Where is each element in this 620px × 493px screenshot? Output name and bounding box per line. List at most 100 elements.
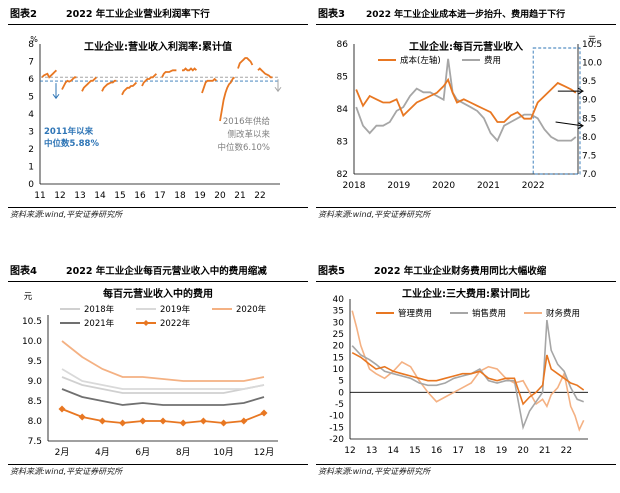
y-tick-label: 0 [28,180,34,190]
y-unit-right: 元 [588,35,596,44]
y-tick-label: 8.0 [28,417,43,427]
source-divider [316,464,616,465]
y-tick-label-right: 8.0 [582,133,597,143]
panel-chart4: 图表4 2022 年工业企业每百元营业收入中的费用缩减 每百元营业收入中的费用 元… [8,263,308,493]
data-marker-2022 [58,405,66,413]
x-tick-label: 15 [114,191,125,201]
y-tick-label: -5 [335,400,344,410]
series-line [61,376,265,394]
y-tick-label: 5 [338,377,344,387]
x-tick-label: 12月 [254,447,274,458]
series-line-profit-margin [41,69,58,79]
panel-chart3: 图表3 2022 年工业企业成本进一步抬升、费用趋于下行 工业企业:每百元营业收… [316,6,616,236]
y-unit: % [30,35,38,44]
panel-header: 图表4 2022 年工业企业每百元营业收入中的费用缩减 [8,263,308,282]
series-line-profit-margin [182,67,198,72]
x-tick-label: 16 [431,446,443,456]
series-line-profit-margin [201,77,218,94]
x-tick-label: 22 [561,446,572,456]
x-tick-label: 14 [388,446,400,456]
data-marker-2022 [260,409,268,417]
data-marker-2022 [98,417,106,425]
data-marker-2022 [139,417,147,425]
y-tick-label: -20 [329,435,344,445]
panel-chart2: 图表2 2022 年工业企业营业利润率下行 工业企业:营业收入利润率:累计值% 0… [8,6,308,236]
annotation-2016-line1: 2016年供给 [223,116,271,127]
y-tick-label: 5 [28,93,34,103]
x-tick-label: 16 [134,191,146,201]
y-tick-label: 8 [28,40,34,50]
legend-label: 财务费用 [546,308,580,319]
y-tick-label-left: 82 [337,170,348,180]
annotation-2016-line2: 侧改革以来 [227,129,270,140]
series-line [61,388,265,406]
x-tick-label: 13 [366,446,377,456]
data-marker-2022 [240,417,248,425]
annotation-2016-line3: 中位数6.10% [217,142,270,153]
x-tick-label: 18 [474,446,486,456]
series-line-profit-margin [81,76,98,92]
y-tick-label: 4 [28,110,34,120]
x-tick-label: 19 [496,446,508,456]
chart-expense-per-100: 每百元营业收入中的费用 元 7.5 8.0 8.5 9.0 9.5 10.0 10.5 2月 4月 6… [22,287,278,458]
x-tick-label: 4月 [95,447,110,458]
legend-marker [143,320,149,326]
x-tick-label: 21 [539,446,550,456]
series-line-profit-margin [61,76,77,90]
figure-label: 图表3 [318,9,345,20]
series-line-profit-margin [161,69,177,78]
series-line [61,340,265,382]
data-marker-2022 [119,419,127,427]
legend-label: 2019年 [160,304,191,315]
annotation-2011-line1: 2011年以来 [44,126,94,137]
panel-header: 图表3 2022 年工业企业成本进一步抬升、费用趋于下行 [316,6,616,25]
data-marker-2022 [78,413,86,421]
x-tick-label: 2020 [432,181,455,191]
source-note: 资料来源:wind,平安证券研究所 [318,467,431,476]
legend-label: 2018年 [84,304,115,315]
y-tick-label-left: 83 [337,138,348,148]
arrow-expense [555,121,583,127]
x-tick-label: 13 [74,191,85,201]
y-tick-label-left: 84 [337,105,349,115]
series-line-profit-margin [101,79,117,92]
chart-three-expenses-yoy: 工业企业:三大费用:累计同比-20-15-10-5051015202530354… [329,287,588,456]
y-tick-label-right: 10.5 [582,40,602,50]
y-tick-label: 6 [28,75,34,85]
annotation-2011-line2: 中位数5.88% [44,138,99,149]
y-tick-label-left: 86 [337,40,349,50]
x-tick-label: 19 [194,191,206,201]
chart-title: 工业企业:三大费用:累计同比 [402,287,530,300]
legend-label-cost: 成本(左轴) [400,55,441,66]
x-tick-label: 2018 [343,181,366,191]
series-line-expense [355,58,577,143]
x-tick-label: 12 [344,446,355,456]
y-tick-label: 8.5 [28,397,42,407]
source-divider [316,207,616,208]
x-tick-label: 10月 [213,447,233,458]
source-note: 资料来源:wind,平安证券研究所 [318,210,431,219]
annotation-arrowhead-2016 [274,86,282,93]
series-line-profit-margin [237,57,254,69]
y-tick-label: 15 [333,353,344,363]
y-tick-label: 10 [333,365,345,375]
data-marker-2022 [220,419,228,427]
highlight-box-2022 [532,47,581,175]
figure-title: 2022 年工业企业成本进一步抬升、费用趋于下行 [366,10,566,20]
y-tick-label: 10.5 [22,317,42,327]
x-tick-label: 2021 [477,181,500,191]
source-note: 资料来源:wind,平安证券研究所 [10,467,123,476]
series-line-profit-margin [141,73,158,87]
y-tick-label-left: 85 [337,73,348,83]
y-tick-label: 25 [333,330,344,340]
y-tick-label: 3 [28,128,34,138]
y-tick-label-right: 8.5 [582,114,596,124]
y-tick-label: 20 [333,342,345,352]
panel-header: 图表2 2022 年工业企业营业利润率下行 [8,6,308,25]
data-marker-2022 [179,419,187,427]
y-tick-label-right: 9.0 [582,96,597,106]
y-tick-label: 40 [333,295,345,305]
y-tick-label-right: 10.0 [582,59,602,69]
x-tick-label: 17 [154,191,165,201]
